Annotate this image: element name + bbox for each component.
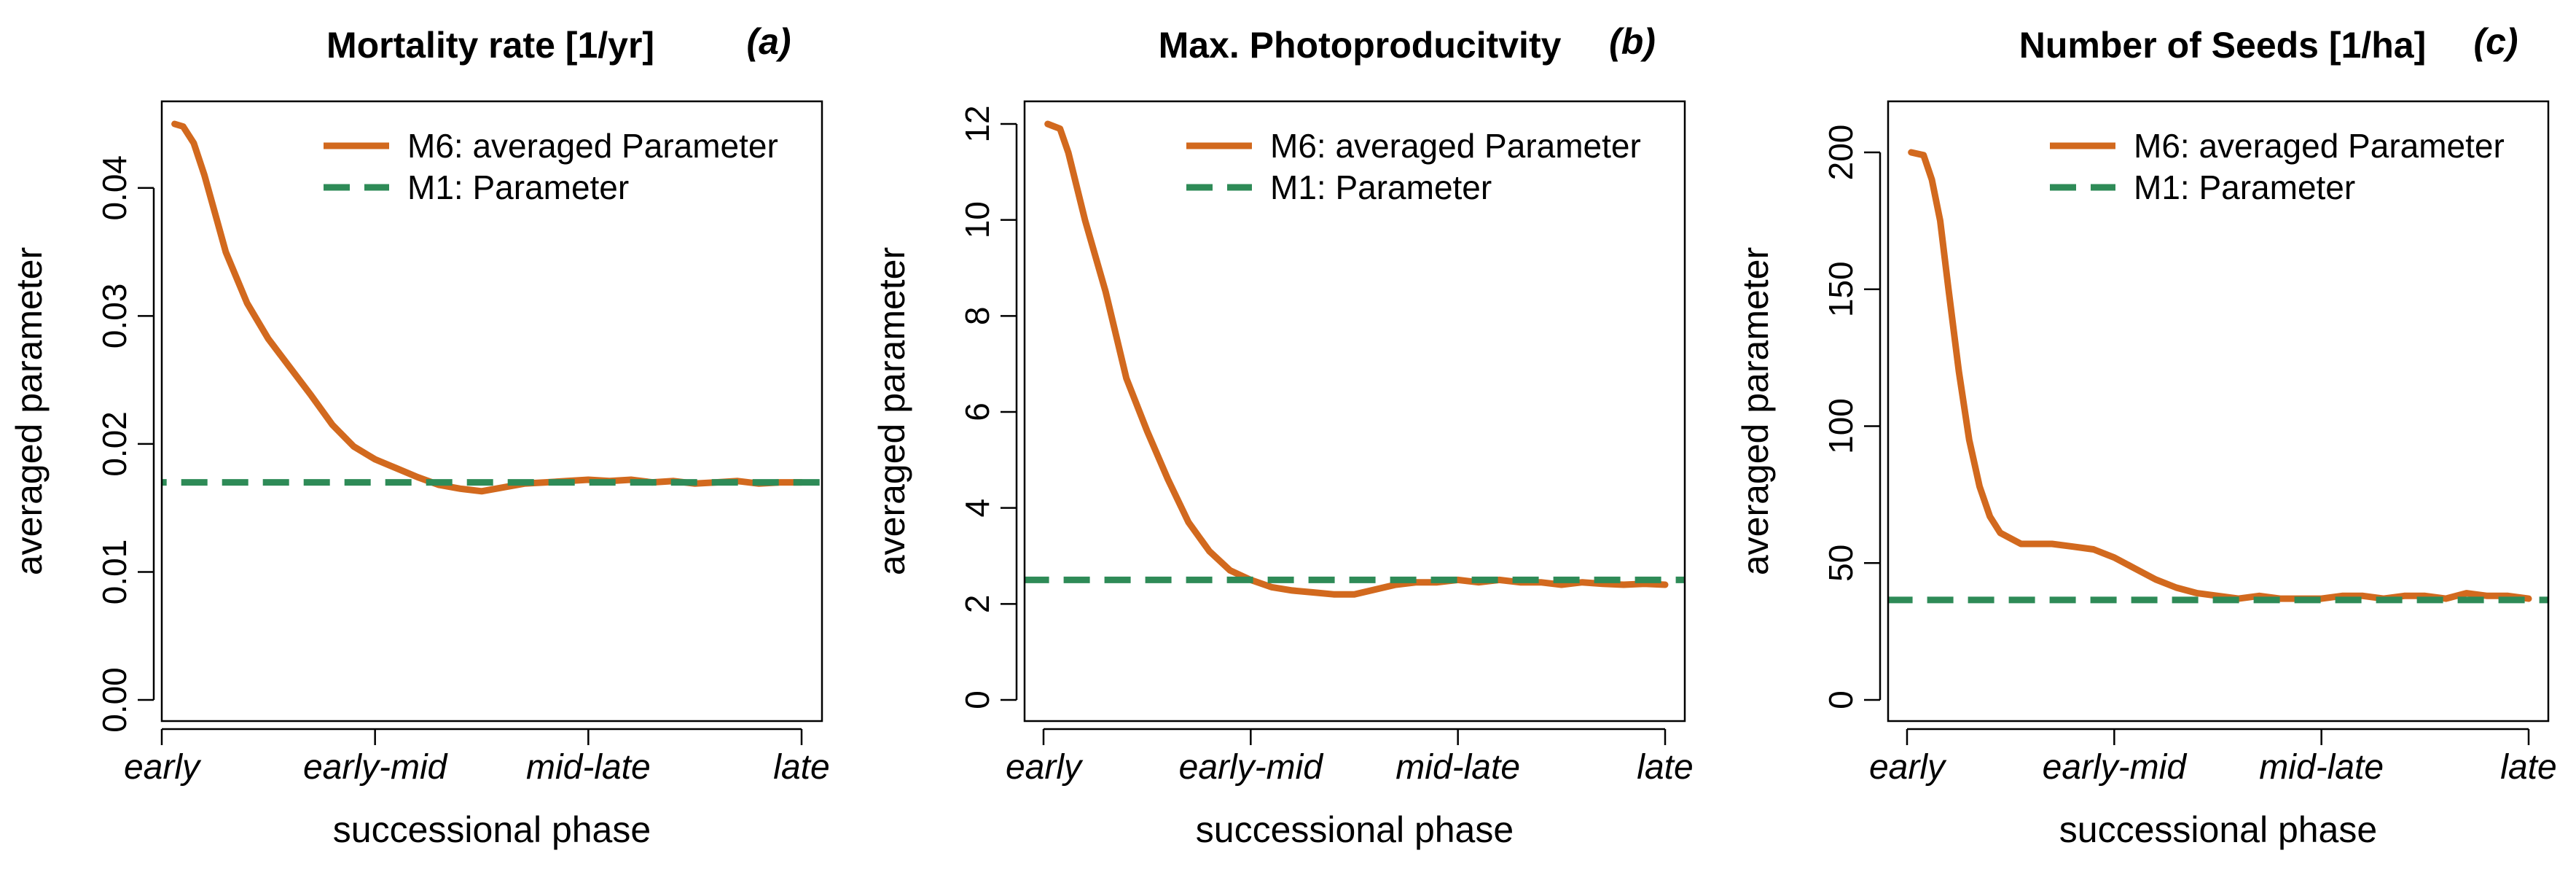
- y-tick-label: 8: [958, 307, 996, 326]
- y-tick-label: 12: [958, 105, 996, 142]
- chart-panel-1: Mortality rate [1/yr] (a) 0.00 0.01 0.02 0.03…: [9, 21, 830, 850]
- y-axis-label: averaged parameter: [9, 247, 50, 575]
- x-axis-label: successional phase: [2059, 809, 2377, 850]
- legend-label: M1: Parameter: [2134, 168, 2355, 206]
- y-tick-label: 0.04: [95, 155, 133, 221]
- legend-label: M1: Parameter: [407, 168, 629, 206]
- legend-label: M6: averaged Parameter: [1270, 127, 1641, 165]
- y-tick-label: 0: [1822, 690, 1860, 709]
- x-tick-label: late: [773, 748, 829, 787]
- y-tick-label: 0.03: [95, 284, 133, 349]
- y-axis-label: averaged parameter: [872, 247, 912, 575]
- series-line-m6-averaged-parameter: [1908, 149, 2532, 602]
- x-tick-label: mid-late: [2259, 748, 2384, 787]
- x-tick-label: mid-late: [1395, 748, 1520, 787]
- y-tick-label: 0.01: [95, 540, 133, 605]
- series-line-m6-averaged-parameter: [1044, 120, 1669, 598]
- legend-label: M1: Parameter: [1270, 168, 1492, 206]
- x-tick-label: early-mid: [303, 748, 448, 787]
- x-tick-label: early: [1006, 748, 1084, 787]
- plot-frame: [160, 100, 823, 723]
- legend-label: M6: averaged Parameter: [2134, 127, 2505, 165]
- x-tick-label: early-mid: [2043, 748, 2188, 787]
- legend-label: M6: averaged Parameter: [407, 127, 778, 165]
- x-tick-label: mid-late: [526, 748, 651, 787]
- y-axis-label: averaged parameter: [1735, 247, 1776, 575]
- x-tick-label: early: [124, 748, 202, 787]
- y-tick-label: 200: [1822, 125, 1860, 181]
- x-tick-label: late: [2500, 748, 2556, 787]
- panel-label: (c): [2473, 21, 2518, 62]
- chart-title: Max. Photoproducitvity: [1159, 25, 1562, 66]
- y-tick-label: 6: [958, 402, 996, 421]
- x-axis-label: successional phase: [1196, 809, 1514, 850]
- y-tick-label: 0.02: [95, 411, 133, 477]
- y-tick-label: 100: [1822, 398, 1860, 454]
- chart-title: Mortality rate [1/yr]: [326, 25, 654, 66]
- chart-panel-2: Max. Photoproducitvity (b) 0 2 4 6 8 10 12 early e…: [872, 21, 1694, 850]
- x-tick-label: early-mid: [1179, 748, 1324, 787]
- x-axis-label: successional phase: [333, 809, 651, 850]
- x-tick-label: late: [1637, 748, 1693, 787]
- y-tick-label: 0.00: [95, 667, 133, 733]
- y-tick-label: 150: [1822, 261, 1860, 317]
- panel-label: (a): [746, 21, 791, 62]
- x-tick-label: early: [1869, 748, 1947, 787]
- y-tick-label: 0: [958, 690, 996, 709]
- panel-label: (b): [1609, 21, 1656, 62]
- plot-frame: [1023, 100, 1686, 723]
- y-tick-label: 10: [958, 201, 996, 238]
- chart-panel-3: Number of Seeds [1/ha] (c) 0 50 100 150 200 ear…: [1735, 21, 2557, 850]
- chart-title: Number of Seeds [1/ha]: [2019, 25, 2426, 66]
- y-tick-label: 50: [1822, 545, 1860, 582]
- y-tick-label: 4: [958, 499, 996, 518]
- y-tick-label: 2: [958, 595, 996, 614]
- plot-frame: [1887, 100, 2550, 723]
